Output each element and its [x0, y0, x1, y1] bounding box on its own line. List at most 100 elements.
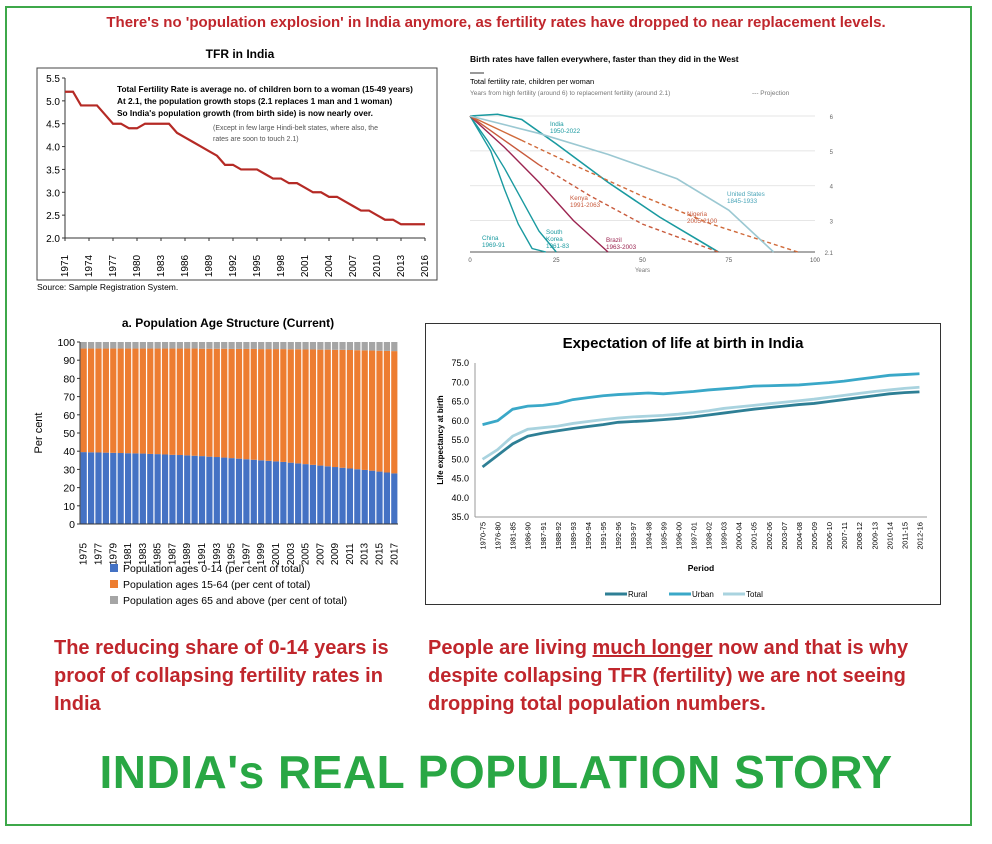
x-tick-label: 2002-06	[765, 522, 774, 550]
x-tick-label: 2007	[348, 254, 359, 277]
bar-segment	[332, 349, 339, 468]
bar-segment	[258, 460, 265, 524]
x-tick-label: 1971	[60, 254, 71, 277]
bar-segment	[176, 455, 183, 524]
bar-segment	[250, 459, 257, 524]
x-tick-label: 2015	[375, 542, 386, 565]
x-tick-label: 1999-03	[720, 522, 729, 550]
x-tick-label: 2009	[330, 542, 341, 565]
y-tick-label: 65.0	[451, 397, 469, 407]
x-tick-label: 0	[468, 258, 472, 264]
bar-segment	[361, 342, 368, 351]
age-structure-chart: a. Population Age Structure (Current) Per…	[33, 316, 400, 607]
y-tick-label: 6	[830, 115, 834, 121]
x-tick-label: 2006-10	[825, 522, 834, 550]
series-years: 1961-83	[546, 243, 570, 250]
bar-segment	[332, 467, 339, 524]
series-label: Brazil	[606, 237, 622, 244]
age-structure-panel: a. Population Age Structure (Current) Per…	[28, 310, 413, 620]
y-tick-label: 50	[63, 428, 75, 440]
x-tick-label: 2017	[389, 542, 400, 565]
bar-segment	[191, 348, 198, 456]
y-tick-label: 70.0	[451, 377, 469, 387]
x-tick-label: 1987	[167, 542, 178, 565]
x-tick-label: 2009-13	[870, 522, 879, 550]
bar-segment	[191, 342, 198, 349]
bar-segment	[139, 453, 146, 524]
chart-title: a. Population Age Structure (Current)	[122, 316, 334, 330]
y-tick-label: 90	[63, 355, 75, 367]
y-tick-label: 5.0	[46, 97, 60, 108]
birth-rates-chart: Birth rates have fallen everywhere, fast…	[468, 54, 834, 274]
legend-label: Total	[746, 590, 763, 599]
bar-segment	[161, 348, 169, 455]
projection-legend: --- Projection	[752, 90, 790, 97]
bar-segment	[324, 342, 331, 350]
x-tick-label: 2005	[301, 542, 312, 565]
page-header: There's no 'population explosion' in Ind…	[106, 14, 886, 31]
bar-segment	[309, 349, 317, 465]
note-small: (Except in few large Hindi-belt states, …	[213, 125, 378, 132]
series-years: 1845-1933	[727, 198, 758, 205]
y-tick-label: 4.5	[46, 120, 60, 131]
bar-segment	[243, 342, 250, 349]
y-tick-label: 5	[830, 150, 834, 156]
bar-segment	[309, 464, 317, 524]
caption-right-before: People are living	[428, 637, 593, 659]
y-tick-label: 50.0	[451, 454, 469, 464]
series-label: United States	[727, 191, 765, 198]
bar-segment	[228, 348, 235, 459]
bar-segment	[176, 348, 183, 456]
x-axis-label: Period	[688, 563, 714, 573]
x-tick-label: 2016	[420, 254, 431, 277]
bar-segment	[235, 458, 243, 524]
series-line	[469, 115, 540, 166]
footer-title: INDIA's REAL POPULATION STORY	[99, 746, 893, 798]
series-label: Korea	[546, 236, 563, 243]
series-years: 2005-2100	[687, 218, 718, 225]
x-tick-label: 2008-12	[855, 522, 864, 550]
x-tick-label: 1985	[153, 542, 164, 565]
bar-segment	[176, 342, 183, 349]
bar-segment	[184, 348, 191, 456]
y-tick-label: 3.0	[46, 188, 60, 199]
y-tick-label: 5.5	[46, 74, 60, 85]
bar-segment	[117, 342, 124, 349]
caption-left: The reducing share of 0-14 years is proo…	[54, 637, 389, 715]
series-line	[469, 115, 775, 253]
bar-segment	[369, 342, 376, 351]
x-tick-label: 1977	[108, 254, 119, 277]
bar-segment	[317, 465, 324, 524]
bar-segment	[124, 453, 132, 524]
x-tick-label: 1986	[180, 254, 191, 277]
x-tick-label: 2011-15	[900, 522, 909, 549]
bar-segment	[154, 348, 161, 455]
x-tick-label: 1989	[182, 542, 193, 565]
tfr-chart: TFR in India 2.0 2.5 3.0 3.5 4.0 4.5 5.0 5.5 1971…	[36, 47, 438, 292]
bar-segment	[184, 342, 191, 349]
y-tick-label: 20	[63, 483, 75, 495]
bar-segment	[213, 457, 220, 524]
life-expectancy-panel: Expectation of life at birth in India 35.…	[425, 323, 942, 606]
bar-segment	[221, 342, 228, 349]
y-axis-label: Per cent	[33, 413, 45, 454]
bar-segment	[280, 349, 287, 462]
bar-segment	[324, 466, 331, 524]
bar-segment	[213, 342, 220, 349]
y-tick-label: 0	[69, 519, 75, 531]
bar-segment	[110, 342, 117, 349]
life-expectancy-chart: Expectation of life at birth in India 35.…	[425, 323, 941, 605]
bar-segment	[161, 342, 169, 349]
bar-segment	[287, 342, 294, 350]
chart-title: TFR in India	[206, 47, 275, 61]
x-tick-label: 1981-85	[509, 522, 518, 550]
bar-segment	[139, 348, 146, 454]
series-line-urban	[482, 372, 920, 426]
series-years: 1950-2022	[550, 128, 581, 135]
x-tick-label: 1975	[79, 542, 90, 565]
series-line	[469, 115, 609, 253]
legend-label: Urban	[692, 590, 714, 599]
bar-segment	[147, 453, 154, 524]
bar-segment	[346, 468, 354, 524]
bar-segment	[258, 342, 265, 350]
